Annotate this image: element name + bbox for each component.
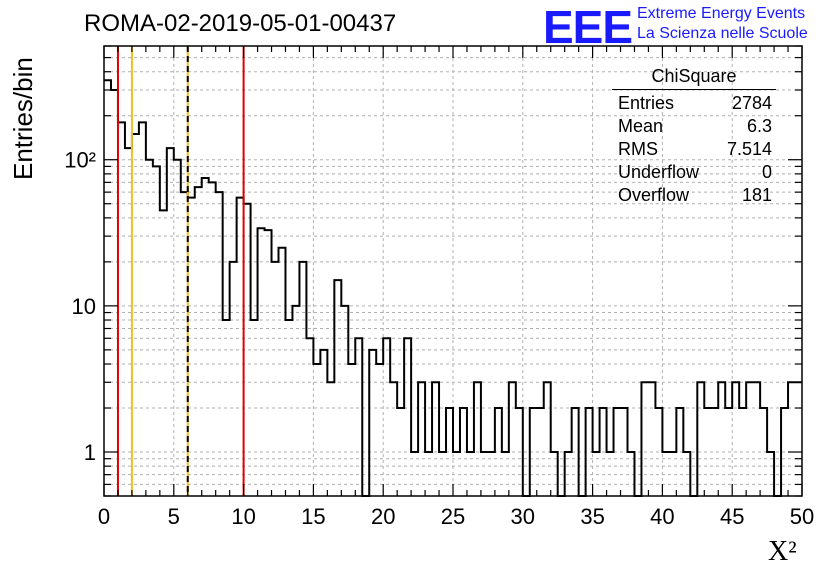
x-tick-label: 45 xyxy=(720,504,744,529)
chart-title: ROMA-02-2019-05-01-00437 xyxy=(84,10,397,37)
x-tick-label: 25 xyxy=(441,504,465,529)
histogram-series xyxy=(104,79,802,497)
x-tick-label: 30 xyxy=(511,504,535,529)
logo-line-1: Extreme Energy Events xyxy=(637,5,806,22)
stats-title: ChiSquare xyxy=(612,66,776,90)
x-tick-label: 5 xyxy=(168,504,180,529)
stats-label: RMS xyxy=(618,139,658,159)
stats-value: 181 xyxy=(741,185,772,205)
stats-row-rms: RMS 7.514 xyxy=(612,138,776,161)
stats-row-mean: Mean 6.3 xyxy=(612,115,776,138)
stats-label: Mean xyxy=(618,116,664,136)
stats-label: Entries xyxy=(618,93,675,113)
logo-line-2: La Scienza nelle Scuole xyxy=(637,25,808,42)
y-axis-label: Entries/bin xyxy=(8,57,38,180)
x-tick-label: 10 xyxy=(231,504,255,529)
x-tick-label: 15 xyxy=(301,504,325,529)
stats-row-underflow: Underflow 0 xyxy=(612,161,776,184)
stats-value: 6.3 xyxy=(746,116,772,136)
stats-value: 2784 xyxy=(731,93,772,113)
x-tick-label: 20 xyxy=(371,504,395,529)
x-tick-label: 50 xyxy=(790,504,814,529)
stats-label: Overflow xyxy=(618,185,690,205)
y-tick-label: 10² xyxy=(64,148,96,173)
y-tick-label: 10 xyxy=(72,294,96,319)
stats-label: Underflow xyxy=(618,162,700,182)
stats-row-overflow: Overflow 181 xyxy=(612,184,776,207)
y-tick-label: 1 xyxy=(84,440,96,465)
eee-logo: EEE xyxy=(543,1,633,53)
x-tick-label: 40 xyxy=(650,504,674,529)
logo-caption: Extreme Energy Events La Scienza nelle S… xyxy=(637,4,808,44)
x-tick-label: 0 xyxy=(98,504,110,529)
stats-row-entries: Entries 2784 xyxy=(612,92,776,115)
x-axis-label: X² xyxy=(768,536,797,567)
stats-value: 7.514 xyxy=(726,139,772,159)
stats-value: 0 xyxy=(761,162,772,182)
x-tick-label: 35 xyxy=(580,504,604,529)
stats-box: ChiSquare Entries 2784 Mean 6.3 RMS 7.51… xyxy=(612,66,776,207)
